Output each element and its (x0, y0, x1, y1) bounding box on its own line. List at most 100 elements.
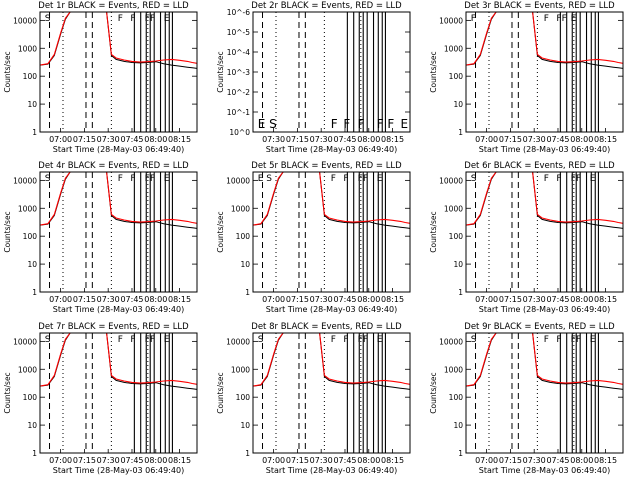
annotation-label: F (544, 14, 549, 24)
y-tick-label: 100 (236, 232, 251, 241)
events-line (105, 172, 197, 229)
y-tick-label: 10^-4 (227, 48, 251, 57)
plot-frame (465, 171, 624, 293)
x-tick-label: 07:30 (523, 456, 546, 465)
lld-line (531, 12, 623, 64)
y-tick-label: 100 (23, 72, 38, 81)
x-tick-label: 07:45 (120, 456, 143, 465)
x-tick-label: 08:15 (381, 295, 404, 304)
lld-line (466, 172, 506, 226)
annotation-label: E (377, 174, 383, 184)
y-tick-label: 100 (449, 232, 464, 241)
annotation-label: F (556, 335, 561, 345)
annotation-label: S (45, 14, 51, 24)
y-tick-label: 10^-5 (227, 28, 251, 37)
annotation-label: F F (377, 117, 395, 131)
annotation-label: F (118, 14, 123, 24)
y-tick-label: 1 (32, 128, 37, 137)
plot-frame (252, 332, 411, 454)
x-tick-label: 07:45 (546, 135, 569, 144)
x-axis-label: Start Time (28-May-03 06:49:40) (266, 145, 397, 154)
lld-line (40, 333, 80, 387)
events-line (531, 333, 623, 390)
y-tick-label: 1000 (231, 204, 250, 213)
annotation-label: FF (145, 174, 155, 184)
annotation-label: E (400, 117, 408, 131)
x-axis-label: Start Time (28-May-03 06:49:40) (266, 305, 397, 314)
y-tick-label: 1000 (231, 365, 250, 374)
plot-frame (39, 11, 198, 133)
x-tick-label: 07:15 (499, 456, 522, 465)
annotation-label: E (377, 335, 383, 345)
x-tick-label: 07:45 (546, 456, 569, 465)
x-tick-label: 07:00 (475, 295, 498, 304)
lld-line (466, 12, 506, 66)
y-tick-label: 10000 (439, 337, 463, 346)
annotation-label: FF (556, 14, 566, 24)
annotation-label: F (331, 174, 336, 184)
lld-line (466, 333, 506, 387)
y-tick-label: 10 (27, 260, 37, 269)
lld-line (318, 333, 410, 385)
y-tick-label: 10 (453, 260, 463, 269)
plot-frame (39, 171, 198, 293)
y-tick-label: 1 (32, 449, 37, 458)
y-axis-label: Counts/sec (429, 51, 438, 92)
x-tick-label: 07:15 (499, 135, 522, 144)
y-tick-label: 10000 (13, 337, 37, 346)
y-tick-label: 100 (23, 232, 38, 241)
panel-3: Det 3r BLACK = Events, RED = LLD Counts/s… (429, 1, 624, 154)
annotation-label: F (118, 174, 123, 184)
annotation-label: FF (571, 174, 581, 184)
x-tick-label: 08:15 (168, 456, 191, 465)
events-line (318, 333, 410, 390)
annotation-label: F (130, 174, 135, 184)
panel-9: Det 9r BLACK = Events, RED = LLD Counts/s… (429, 322, 624, 475)
annotation-label: F (544, 335, 549, 345)
y-tick-label: 10^0 (229, 128, 250, 137)
y-tick-label: 1 (32, 288, 37, 297)
x-tick-label: 08:00 (570, 456, 593, 465)
x-axis-label: Start Time (28-May-03 06:49:40) (53, 145, 184, 154)
annotation-label: FF (358, 174, 368, 184)
lld-line (40, 12, 80, 66)
x-tick-label: 08:15 (168, 135, 191, 144)
y-axis-label: Counts/sec (429, 211, 438, 252)
x-axis-label: Start Time (28-May-03 06:49:40) (266, 466, 397, 475)
x-tick-label: 08:15 (594, 456, 617, 465)
y-tick-label: 100 (449, 393, 464, 402)
y-tick-label: 1000 (18, 365, 37, 374)
x-tick-label: 07:30 (97, 135, 120, 144)
x-tick-label: 08:15 (594, 135, 617, 144)
annotation-label: F (343, 174, 348, 184)
plot-frame (465, 11, 624, 133)
y-tick-label: 10^-6 (227, 8, 251, 17)
x-tick-label: 07:00 (475, 135, 498, 144)
plot-frame (252, 11, 411, 133)
x-tick-label: 08:00 (144, 456, 167, 465)
x-tick-label: 07:45 (546, 295, 569, 304)
panel-title: Det 6r BLACK = Events, RED = LLD (464, 161, 615, 171)
annotation-label: E S (258, 117, 277, 131)
x-tick-label: 07:30 (523, 135, 546, 144)
panel-4: Det 4r BLACK = Events, RED = LLD Counts/s… (3, 161, 198, 314)
annotation-label: S (258, 335, 264, 345)
annotation-label: F (343, 117, 350, 131)
events-line (531, 12, 623, 69)
y-axis-label: Counts/sec (3, 372, 12, 413)
y-tick-label: 10000 (226, 176, 250, 185)
annotation-label: E (164, 14, 170, 24)
panel-1: Det 1r BLACK = Events, RED = LLD Counts/s… (3, 1, 198, 154)
annotation-label: F (331, 117, 338, 131)
y-tick-label: 100 (449, 72, 464, 81)
annotation-label: F (130, 335, 135, 345)
panel-title: Det 2r BLACK = Events, RED = LLD (251, 1, 402, 11)
x-tick-label: 07:00 (49, 295, 72, 304)
y-tick-label: 10 (240, 260, 250, 269)
x-tick-label: 08:15 (381, 135, 404, 144)
y-tick-label: 10 (453, 421, 463, 430)
x-tick-label: 07:15 (286, 295, 309, 304)
x-tick-label: 07:30 (97, 456, 120, 465)
x-tick-label: 07:45 (120, 135, 143, 144)
annotation-label: E (571, 14, 577, 24)
